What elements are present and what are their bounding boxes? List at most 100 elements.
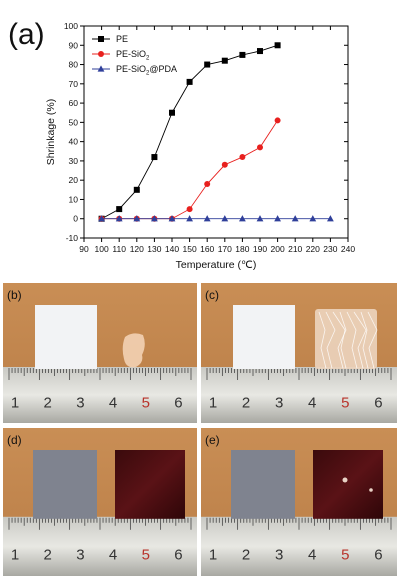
x-tick-label: 130 [147, 244, 161, 254]
wrinkle-line [337, 311, 347, 369]
data-point [133, 186, 140, 193]
legend: PE PE-SiO2 PE-SiO2@PDA [92, 34, 177, 77]
legend-marker [98, 51, 104, 57]
ruler-number: 3 [275, 394, 283, 411]
ruler-number: 2 [242, 394, 250, 411]
photo-label: (c) [205, 288, 219, 302]
data-point [115, 215, 123, 222]
gray-film-sample [231, 450, 295, 519]
series-1 [98, 117, 281, 222]
dark-film-sample [313, 450, 383, 519]
dark-film-sample [115, 450, 185, 519]
data-point [168, 215, 176, 222]
data-point [186, 206, 193, 213]
ruler-number: 5 [142, 546, 150, 563]
ruler-number: 1 [11, 394, 19, 411]
data-point [274, 117, 281, 124]
plot-frame [83, 25, 349, 239]
data-point [291, 215, 299, 222]
ruler-number: 4 [109, 394, 117, 411]
shrinkage-chart: 90 100 110 120 130 140 150 160 170 180 190 200 210 22… [45, 21, 355, 271]
data-point [186, 215, 193, 222]
film-spot [342, 477, 348, 483]
shrunk-film-sample [122, 333, 145, 368]
y-tick-label: 0 [73, 214, 78, 224]
x-tick-label: 150 [183, 244, 197, 254]
photo-panel-0: 1 2 3 4 5 6 (b) [3, 283, 197, 423]
data-point [204, 61, 211, 68]
wrinkle-line [360, 311, 369, 369]
data-point [239, 51, 246, 58]
legend-entry: PE [116, 34, 128, 44]
y-tick-label: -10 [66, 233, 79, 243]
figure-label-a: (a) [8, 18, 45, 51]
wrinkle-line [325, 311, 336, 369]
data-point [257, 144, 263, 151]
data-point [98, 215, 105, 222]
x-tick-label: 180 [235, 244, 249, 254]
data-point [327, 215, 334, 222]
ruler-number: 3 [76, 546, 84, 563]
x-tick-label: 100 [95, 244, 109, 254]
y-tick-label: 10 [69, 194, 79, 204]
series-2 [98, 215, 334, 222]
data-point [257, 48, 263, 55]
data-point [221, 161, 228, 168]
y-tick-label: 60 [69, 98, 79, 108]
photo-panel-1: 1 2 3 4 5 6 (c) [201, 283, 397, 423]
y-tick-label: 30 [69, 156, 79, 166]
data-point [186, 78, 193, 85]
x-tick-label: 190 [253, 244, 267, 254]
legend-marker [97, 65, 105, 72]
ruler-number: 6 [374, 394, 382, 411]
x-tick-label: 220 [306, 244, 320, 254]
photo-label: (b) [7, 288, 22, 302]
ruler-number: 2 [242, 546, 250, 563]
ruler-number: 3 [76, 394, 84, 411]
x-tick-label: 140 [165, 244, 179, 254]
data-point [239, 215, 246, 222]
ruler-number: 6 [174, 394, 182, 411]
series-line [101, 120, 278, 220]
photo-panel-3: 1 2 3 4 5 6 (e) [201, 428, 397, 576]
data-point [274, 42, 281, 49]
y-tick-label: 80 [69, 60, 79, 70]
wrinkle-line [318, 311, 327, 369]
data-point [221, 215, 229, 222]
ruler-number: 6 [374, 546, 382, 563]
wrinkle-line [353, 311, 367, 369]
data-point [204, 181, 211, 188]
ruler-number: 5 [142, 394, 150, 411]
photo-label: (d) [7, 433, 22, 447]
y-axis-label: Shrinkage (%) [45, 99, 57, 166]
y-tick-label: 100 [64, 21, 78, 31]
x-tick-label: 210 [288, 244, 302, 254]
data-point [116, 206, 123, 213]
x-axis-label: Temperature (℃) [176, 259, 257, 271]
photo-panels: 1 2 3 4 5 6 (b) 1 2 3 4 5 6 (c) 1 2 3 4 5 6 (d) 1 2 3 4 5 6 (e) [3, 283, 397, 576]
ruler-number: 4 [308, 546, 316, 563]
x-tick-label: 170 [218, 244, 232, 254]
y-tick-label: 70 [69, 79, 79, 89]
data-point [256, 215, 264, 222]
x-tick-label: 110 [112, 244, 126, 254]
data-point [309, 215, 317, 222]
y-tick-label: 50 [69, 117, 79, 127]
x-tick-label: 200 [271, 244, 285, 254]
ruler-number: 1 [209, 546, 217, 563]
legend-entry: PE-SiO2@PDA [116, 64, 177, 77]
ruler-number: 1 [209, 394, 217, 411]
ruler-number: 1 [11, 546, 19, 563]
ruler-number: 2 [44, 394, 52, 411]
ruler-number: 4 [308, 394, 316, 411]
ruler-number: 5 [341, 546, 349, 563]
ruler-number: 2 [44, 546, 52, 563]
y-tick-label: 20 [69, 175, 79, 185]
wrinkle-line [367, 311, 378, 369]
x-tick-label: 160 [200, 244, 214, 254]
data-point [169, 109, 175, 116]
photo-panel-2: 1 2 3 4 5 6 (d) [3, 428, 197, 576]
wrinkle-line [346, 311, 358, 369]
wrinkle-line [332, 311, 347, 369]
gray-film-sample [33, 450, 97, 519]
